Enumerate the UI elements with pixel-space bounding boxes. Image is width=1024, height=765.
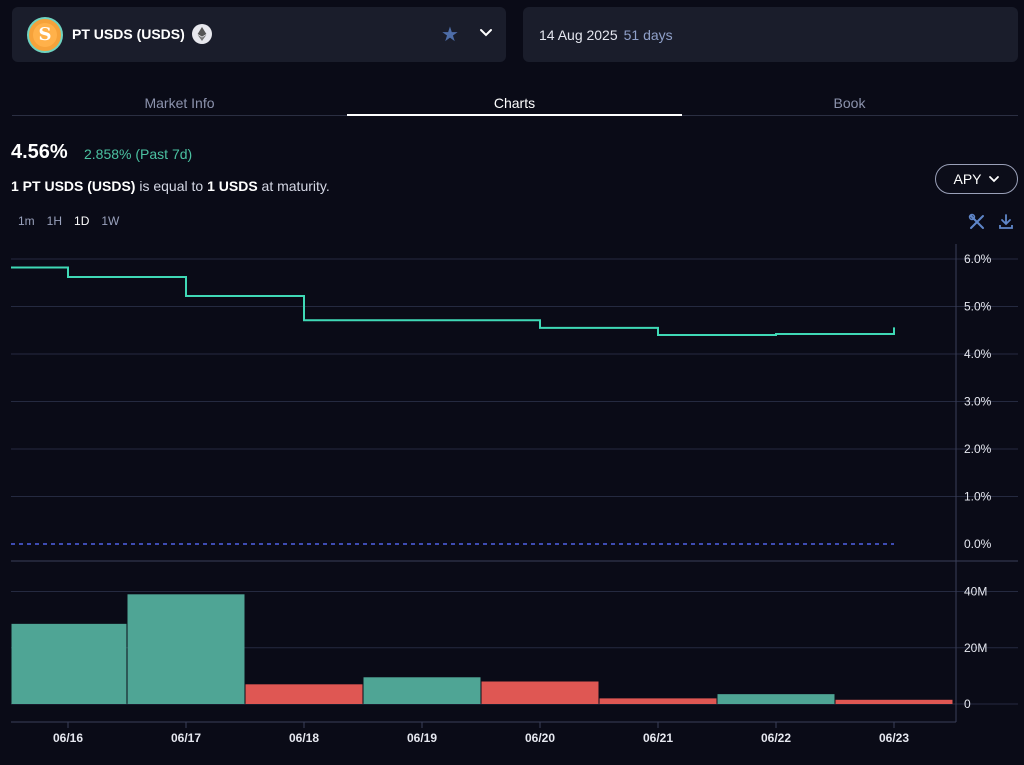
volume-bar: [835, 699, 953, 704]
tab-bar: Market Info Charts Book: [12, 91, 1018, 116]
apy-y-ticks: 6.0% 5.0% 4.0% 3.0% 2.0% 1.0% 0.0%: [964, 252, 992, 551]
apy-tick-label: 4.0%: [964, 347, 992, 361]
tab-book[interactable]: Book: [833, 95, 866, 111]
apy-tick-label: 6.0%: [964, 252, 992, 266]
volume-bar: [127, 594, 245, 704]
metric-select-label: APY: [953, 171, 982, 187]
tab-market-info[interactable]: Market Info: [144, 95, 215, 111]
maturity-date-value: 14 Aug 2025: [539, 27, 618, 43]
apy-volume-chart[interactable]: 6.0% 5.0% 4.0% 3.0% 2.0% 1.0% 0.0% 40M 20M 0 06/…: [0, 236, 1024, 746]
apy-line: [11, 266, 895, 336]
volume-bar: [599, 698, 717, 704]
equal-asset: 1 PT USDS (USDS): [11, 178, 136, 194]
volume-bars: [11, 594, 953, 704]
metric-select[interactable]: APY: [935, 164, 1018, 194]
apy-tick-label: 3.0%: [964, 395, 992, 409]
apy-tick-label: 1.0%: [964, 490, 992, 504]
x-tick-label: 06/16: [53, 731, 83, 745]
maturity-equivalence: 1 PT USDS (USDS) is equal to 1 USDS at m…: [11, 178, 330, 194]
volume-tick-label: 40M: [964, 585, 987, 599]
apy-change: 2.858% (Past 7d): [84, 146, 193, 162]
tab-charts[interactable]: Charts: [493, 95, 536, 111]
volume-bar: [717, 694, 835, 704]
volume-bar: [481, 681, 599, 704]
equal-middle: is equal to: [135, 178, 208, 194]
timeframe-1m[interactable]: 1m: [18, 214, 35, 228]
volume-bar: [245, 684, 363, 704]
x-tick-label: 06/18: [289, 731, 319, 745]
x-tick-label: 06/21: [643, 731, 673, 745]
volume-tick-label: 20M: [964, 641, 987, 655]
chevron-down-icon: [988, 176, 999, 183]
maturity-card: 14 Aug 2025 51 days: [523, 7, 1018, 62]
days-remaining: 51 days: [623, 27, 673, 43]
star-icon[interactable]: ★: [441, 24, 459, 46]
x-tick-label: 06/19: [407, 731, 437, 745]
download-icon[interactable]: [997, 213, 1015, 231]
ethereum-icon: [192, 24, 212, 44]
x-tick-label: 06/17: [171, 731, 201, 745]
active-tab-indicator: [347, 114, 682, 116]
x-tick-label: 06/20: [525, 731, 555, 745]
apy-tick-label: 0.0%: [964, 537, 992, 551]
volume-bar: [11, 623, 127, 704]
date-x-ticks: 06/16 06/17 06/18 06/19 06/20 06/21 06/22 06/23: [53, 731, 909, 745]
volume-tick-label: 0: [964, 697, 971, 711]
volume-y-ticks: 40M 20M 0: [964, 585, 987, 712]
x-tick-label: 06/22: [761, 731, 791, 745]
market-selector[interactable]: S PT USDS (USDS) ★: [12, 7, 506, 62]
chevron-down-icon[interactable]: [477, 24, 495, 42]
equal-suffix: at maturity.: [257, 178, 330, 194]
apy-tick-label: 2.0%: [964, 442, 992, 456]
timeframe-1w[interactable]: 1W: [101, 214, 120, 228]
volume-bar: [363, 677, 481, 704]
current-apy: 4.56%: [11, 141, 68, 163]
market-name: PT USDS (USDS): [72, 26, 185, 42]
market-logo: S: [27, 17, 63, 53]
timeframe-1h[interactable]: 1H: [46, 214, 63, 228]
x-tick-label: 06/23: [879, 731, 909, 745]
timeframe-1d[interactable]: 1D: [74, 214, 90, 228]
equal-underlying: 1 USDS: [207, 178, 258, 194]
apy-tick-label: 5.0%: [964, 300, 992, 314]
timeframe-selector: 1m 1H 1D 1W: [18, 214, 131, 228]
maturity-date: 14 Aug 2025 51 days: [539, 27, 673, 43]
tools-icon[interactable]: [968, 213, 986, 231]
